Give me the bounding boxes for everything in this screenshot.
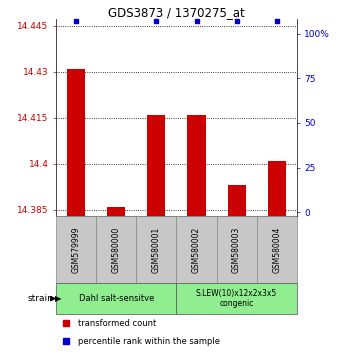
- Bar: [136, 216, 177, 283]
- Text: GSM580001: GSM580001: [152, 226, 161, 273]
- Text: transformed count: transformed count: [78, 319, 156, 327]
- Bar: [177, 216, 217, 283]
- Bar: [147, 115, 165, 216]
- Bar: [257, 216, 297, 283]
- Bar: [268, 161, 286, 216]
- Bar: [177, 283, 297, 314]
- Bar: [56, 283, 177, 314]
- Text: Dahl salt-sensitve: Dahl salt-sensitve: [79, 294, 154, 303]
- Bar: [217, 216, 257, 283]
- Bar: [227, 185, 246, 216]
- Text: strain: strain: [28, 294, 54, 303]
- Text: GSM580004: GSM580004: [272, 226, 281, 273]
- Text: GSM580000: GSM580000: [112, 226, 121, 273]
- Text: GSM579999: GSM579999: [72, 226, 81, 273]
- Title: GDS3873 / 1370275_at: GDS3873 / 1370275_at: [108, 6, 245, 19]
- Text: S.LEW(10)x12x2x3x5
congenic: S.LEW(10)x12x2x3x5 congenic: [196, 289, 277, 308]
- Bar: [96, 216, 136, 283]
- Bar: [56, 216, 97, 283]
- Text: ▶: ▶: [55, 294, 62, 303]
- Bar: [67, 69, 85, 216]
- Bar: [107, 207, 125, 216]
- Text: percentile rank within the sample: percentile rank within the sample: [78, 337, 220, 346]
- Bar: [188, 115, 206, 216]
- Text: GSM580002: GSM580002: [192, 226, 201, 273]
- Text: GSM580003: GSM580003: [232, 226, 241, 273]
